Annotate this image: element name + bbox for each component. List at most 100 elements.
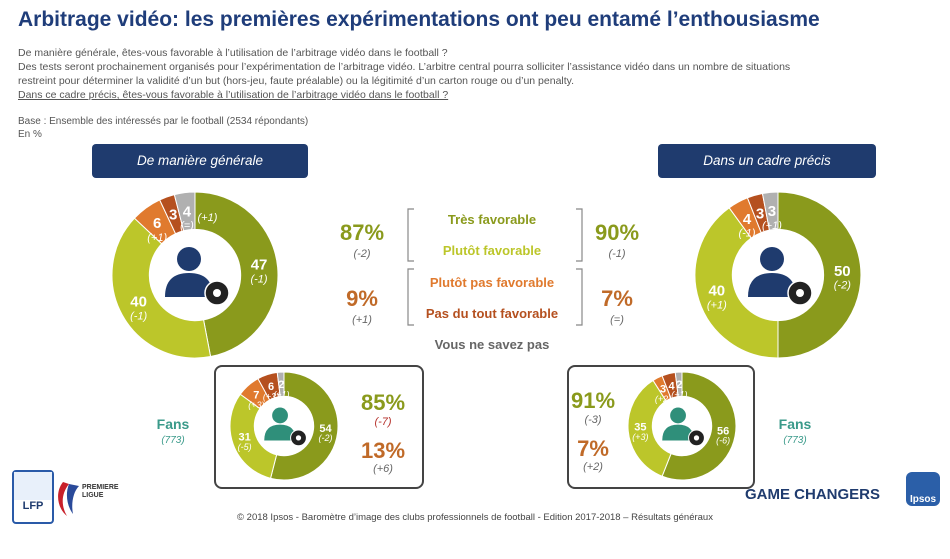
slice-value-label: 4 (183, 203, 192, 220)
lfp-logo: LFP (12, 470, 54, 524)
base-text: Base : Ensemble des intéressés par le fo… (18, 116, 309, 127)
slice-value-label: 56 (717, 425, 729, 437)
slice-value-label: 31 (238, 432, 250, 444)
slice-change-label: (+2) (655, 394, 671, 404)
left-fav-change: (-2) (353, 248, 371, 260)
premiere-ligue-logo (55, 478, 91, 518)
donut-slice (761, 191, 779, 231)
unit-text: En % (18, 129, 42, 140)
left-header: De manière générale (92, 144, 308, 178)
fans-right-unfav-change: (+2) (583, 461, 603, 473)
donut-slice (276, 371, 285, 398)
slice-value-label: 40 (708, 283, 725, 300)
fans-label-right: Fans (778, 416, 812, 432)
premiere-ligue-emblem-icon (58, 482, 79, 516)
slice-change-label: (+1) (273, 389, 289, 399)
person-ball-icon (748, 247, 813, 306)
slice-value-label: 4 (743, 211, 752, 228)
question-2b: restreint pour déterminer la validité d’… (18, 75, 575, 87)
donut-slice (269, 371, 339, 481)
slice-change-label: (+3) (263, 391, 279, 401)
slice-change-label: (-1) (130, 310, 147, 322)
slice-value-label: 6 (268, 381, 274, 393)
footer: © 2018 Ipsos - Baromètre d’image des clu… (237, 512, 713, 523)
right-unfav-change: (=) (610, 314, 624, 326)
fans-right-fav: 91% (570, 388, 616, 413)
fans-left-fav: 85% (360, 390, 406, 415)
legend-brackets (407, 208, 583, 326)
slice-value-label: 50 (834, 263, 851, 280)
donut-fans-precise: 56(-6) 35(+3) 3(+2) 4 2(+1) (627, 371, 737, 481)
slice-change-label: (+3) (632, 432, 648, 442)
legend-tres-favorable: Très favorable (447, 212, 537, 227)
slice-change-label: (-1) (738, 228, 755, 240)
fans-box-right (567, 365, 755, 489)
fans-right-fav-change: (-3) (584, 414, 602, 426)
question-2a: Des tests seront prochainement organisés… (18, 61, 791, 73)
right-fav-total: 90% (594, 220, 640, 245)
slice-value-label: 40 (130, 294, 147, 311)
slice-value-label: 6 (153, 215, 161, 232)
slice-value-label: 3 (756, 205, 764, 222)
slice-value-label: 7 (253, 389, 259, 401)
slice-change-label: (-1) (250, 273, 267, 285)
donut-fans-general: 54(-2)31(-5)7(+3)6(+3)2(+1) (229, 371, 339, 481)
slice-change-label: (+3) (248, 400, 264, 410)
donut-slice (777, 191, 862, 359)
extra-change-label: (+1) (198, 212, 218, 224)
slice-change-label: (+1) (762, 220, 782, 232)
game-changers-logo: GAME CHANGERS (744, 486, 880, 503)
fans-count-left: (773) (161, 435, 185, 446)
slice-value-label: 47 (251, 257, 268, 274)
question-1: De manière générale, êtes-vous favorable… (18, 47, 448, 59)
question-text: De manière générale, êtes-vous favorable… (18, 46, 878, 102)
donut-slice (173, 191, 196, 232)
donut-slice (229, 393, 278, 479)
person-ball-icon (662, 407, 705, 447)
left-fav-total: 87% (339, 220, 385, 245)
donut-slice (194, 191, 279, 358)
slice-value-label: 2 (676, 379, 682, 391)
right-unfav-total: 7% (601, 286, 633, 311)
donut-slice (627, 379, 672, 477)
premiere-ligue-text: PREMIERE LIGUE (82, 484, 119, 499)
ipsos-logo: Ipsos (906, 472, 940, 506)
donut-precise: 50(-2)40(+1)4(-1)3 3(+1) (694, 191, 862, 359)
donut-slice (674, 371, 683, 398)
legend-nsp: Vous ne savez pas (434, 337, 550, 352)
slice-change-label: (-6) (716, 436, 730, 446)
slice-change-label: (-2) (319, 433, 333, 443)
slice-value-label: 3 (660, 384, 666, 396)
slice-value-label: 35 (634, 421, 646, 433)
right-fav-change: (-1) (608, 248, 626, 260)
left-unfav-total: 9% (346, 286, 378, 311)
slice-change-label: (-5) (238, 442, 252, 452)
donut-slice (661, 371, 737, 481)
donut-slice (694, 207, 779, 359)
slice-value-label: 3 (768, 203, 776, 220)
fans-count-right: (773) (783, 435, 807, 446)
legend-plutot-favorable: Plutôt favorable (442, 243, 542, 258)
slice-change-label: (+1) (707, 299, 727, 311)
person-ball-icon (165, 247, 230, 306)
fans-left-fav-change: (-7) (374, 416, 392, 428)
slice-value-label: 2 (278, 379, 284, 391)
question-2c: Dans ce cadre précis, êtes-vous favorabl… (18, 89, 449, 101)
slice-value-label: 54 (319, 423, 332, 435)
fans-label-left: Fans (156, 416, 190, 432)
lfp-logo-text: LFP (22, 500, 44, 512)
page-title: Arbitrage vidéo: les premières expérimen… (18, 8, 820, 31)
donut-slice (111, 217, 212, 359)
slice-change-label: (-2) (834, 280, 851, 292)
fans-right-unfav: 7% (577, 436, 609, 461)
slice-value-label: 4 (669, 380, 676, 392)
fans-left-unfav-change: (+6) (373, 463, 393, 475)
legend-plutot-pas: Plutôt pas favorable (429, 275, 555, 290)
slice-change-label: (+1) (671, 389, 687, 399)
slice-change-label: (=) (180, 220, 194, 232)
slice-change-label: (+1) (147, 232, 167, 244)
legend-pas-du-tout: Pas du tout favorable (425, 306, 559, 321)
left-unfav-change: (+1) (352, 314, 372, 326)
base-note: Base : Ensemble des intéressés par le fo… (18, 115, 308, 141)
fans-box-left (214, 365, 424, 489)
